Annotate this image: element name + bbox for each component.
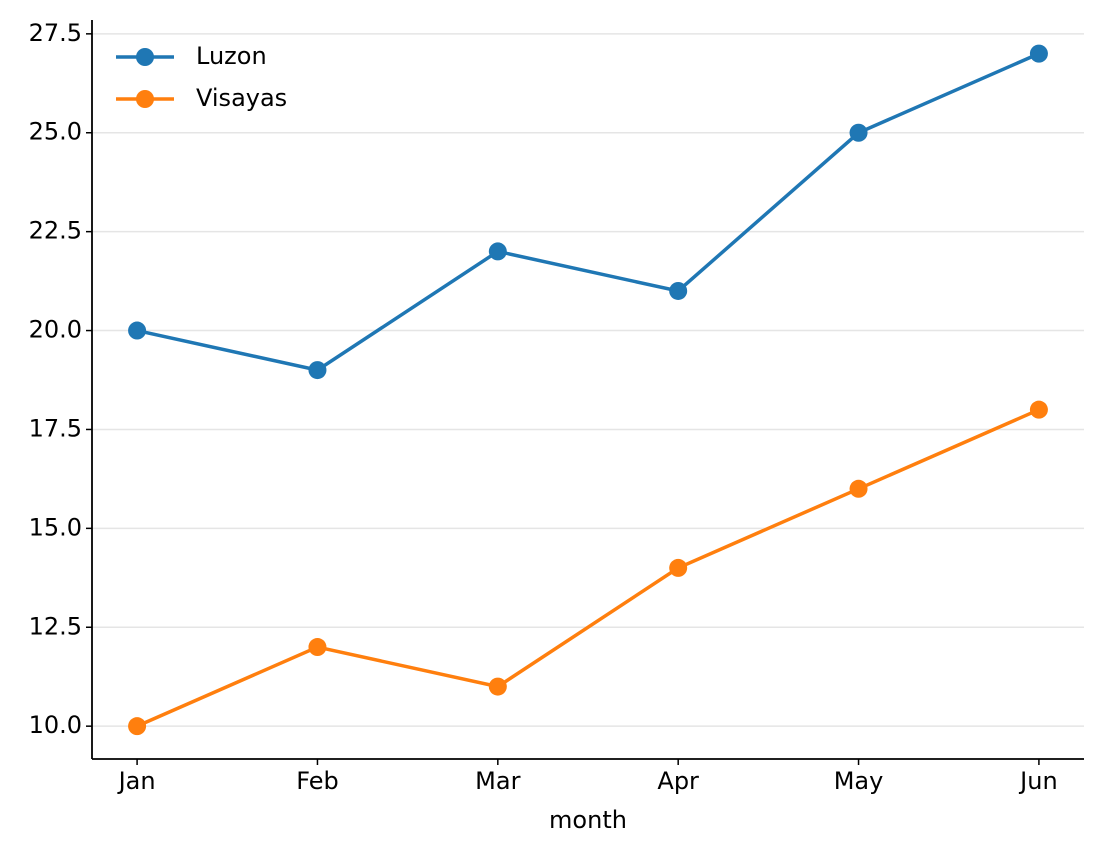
data-point <box>669 558 688 577</box>
x-axis-label: month <box>549 806 627 834</box>
legend-label: Luzon <box>196 42 267 70</box>
y-tick-label: 12.5 <box>29 612 82 640</box>
x-tick-label: Mar <box>475 767 520 795</box>
data-point <box>128 717 147 736</box>
data-point <box>1029 400 1048 419</box>
y-tick-label: 17.5 <box>29 414 82 442</box>
y-tick-label: 20.0 <box>29 316 82 344</box>
x-tick-label: Jan <box>117 767 156 795</box>
legend-marker <box>136 90 154 108</box>
y-tick-label: 10.0 <box>29 711 82 739</box>
x-tick-label: Jun <box>1018 767 1058 795</box>
data-point <box>669 281 688 300</box>
data-point <box>849 123 868 142</box>
y-tick-label: 22.5 <box>29 217 82 245</box>
y-tick-label: 27.5 <box>29 19 82 47</box>
data-point <box>1029 44 1048 63</box>
series-line <box>136 408 1040 728</box>
x-tick-label: May <box>834 767 884 795</box>
x-tick-label: Apr <box>657 767 699 795</box>
legend-marker <box>136 48 154 66</box>
y-tick-label: 25.0 <box>29 118 82 146</box>
data-point <box>488 677 507 696</box>
series-line <box>136 52 1040 372</box>
legend-label: Visayas <box>196 84 287 112</box>
data-point <box>308 638 327 657</box>
x-tick-label: Feb <box>296 767 339 795</box>
data-point <box>128 321 147 340</box>
data-point <box>849 479 868 498</box>
data-point <box>308 361 327 380</box>
data-point <box>488 242 507 261</box>
y-tick-label: 15.0 <box>29 513 82 541</box>
